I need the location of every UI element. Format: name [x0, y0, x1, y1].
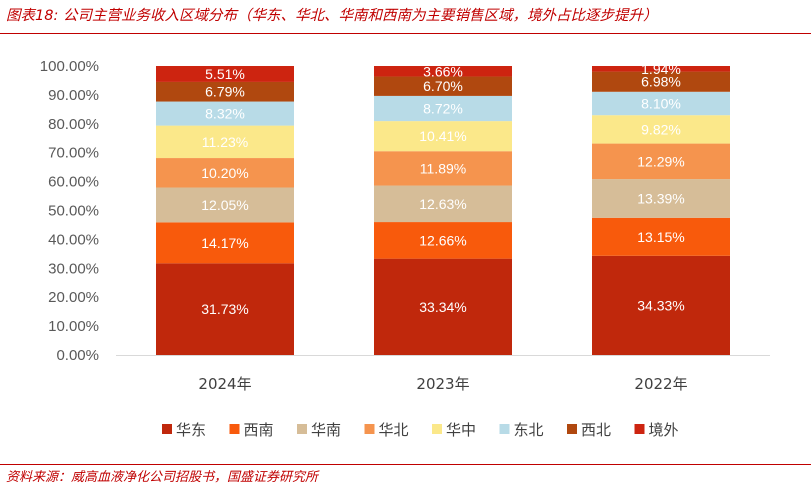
data-label: 3.66% [423, 63, 463, 79]
data-label: 5.51% [205, 66, 245, 82]
bar-segment [592, 255, 730, 355]
bar-segment [156, 222, 294, 264]
bar-segment [156, 66, 294, 82]
data-label: 8.32% [205, 106, 245, 122]
y-tick-label: 60.00% [48, 174, 99, 191]
bar-segment [592, 71, 730, 92]
data-label: 12.05% [201, 197, 248, 213]
bar-segment [156, 187, 294, 223]
legend-label: 西南 [244, 421, 274, 439]
y-tick-label: 90.00% [48, 87, 99, 104]
y-tick-label: 10.00% [48, 318, 99, 335]
data-label: 31.73% [201, 301, 248, 317]
data-label: 9.82% [641, 121, 681, 137]
bar-segment [156, 81, 294, 102]
data-label: 13.39% [637, 190, 684, 206]
legend-label: 境外 [649, 421, 679, 439]
data-label: 6.70% [423, 78, 463, 94]
legend-swatch [162, 424, 172, 434]
y-tick-label: 40.00% [48, 231, 99, 248]
bar-segment [374, 258, 512, 355]
legend-swatch [297, 424, 307, 434]
legend-swatch [634, 424, 645, 434]
legend-label: 华东 [176, 421, 206, 439]
data-label: 11.23% [202, 134, 248, 150]
bar-segment [374, 185, 512, 223]
data-label: 13.15% [637, 229, 684, 245]
y-tick-label: 80.00% [48, 116, 99, 133]
data-label: 1.94% [641, 61, 681, 77]
data-label: 12.66% [419, 232, 466, 248]
bar-segment [592, 115, 730, 144]
y-tick-label: 50.00% [48, 203, 99, 220]
data-label: 6.98% [641, 74, 681, 90]
bar-segment [592, 91, 730, 116]
bar-segment [156, 158, 294, 188]
legend-label: 华南 [311, 421, 341, 439]
x-category-label: 2023年 [416, 375, 469, 393]
data-label: 12.63% [419, 196, 466, 212]
data-label: 34.33% [637, 297, 684, 313]
data-label: 11.89% [420, 160, 466, 176]
bar-segment [374, 76, 512, 96]
bar-segment [156, 263, 294, 355]
legend-swatch [432, 424, 442, 434]
y-tick-label: 0.00% [56, 347, 99, 364]
bar-segment [374, 121, 512, 152]
y-tick-label: 100.00% [40, 58, 99, 75]
bar-segment [592, 66, 730, 72]
data-label: 6.79% [205, 84, 245, 100]
legend-label: 华中 [446, 421, 476, 439]
x-category-label: 2022年 [634, 375, 687, 393]
chart-title: 图表18: 公司主营业务收入区域分布（华东、华北、华南和西南为主要销售区域，境外… [6, 8, 658, 24]
legend-swatch [499, 424, 510, 434]
y-tick-label: 70.00% [48, 145, 99, 162]
legend-swatch [229, 424, 240, 434]
source-divider [0, 464, 811, 465]
data-label: 14.17% [201, 235, 248, 251]
data-label: 8.10% [641, 95, 681, 111]
legend-label: 华北 [379, 421, 409, 439]
stacked-bar-chart: 0.00% 10.00% 20.00% 30.00% 40.00% 50.00% 60.00… [40, 58, 770, 439]
source-note: 资料来源：威高血液净化公司招股书，国盛证券研究所 [6, 470, 319, 485]
bar-segment [156, 125, 294, 159]
title-divider [0, 33, 811, 34]
bar-segment [592, 179, 730, 218]
bar-segment [374, 222, 512, 259]
data-label: 10.20% [201, 165, 248, 181]
data-label: 8.72% [423, 101, 463, 117]
bar-segment [592, 143, 730, 180]
legend-label: 西北 [581, 421, 611, 439]
x-category-label: 2024年 [198, 375, 251, 393]
bar-segment [374, 66, 512, 77]
bar-segment [592, 217, 730, 256]
data-label: 12.29% [637, 153, 684, 169]
legend-swatch [567, 424, 577, 434]
data-label: 10.41% [419, 128, 466, 144]
bar-segment [156, 101, 294, 126]
data-label: 33.34% [419, 299, 466, 315]
y-tick-label: 20.00% [48, 289, 99, 306]
y-tick-label: 30.00% [48, 260, 99, 277]
bar-segment [374, 95, 512, 122]
legend-swatch [364, 424, 375, 434]
legend-label: 东北 [514, 421, 544, 439]
bar-segment [374, 151, 512, 186]
